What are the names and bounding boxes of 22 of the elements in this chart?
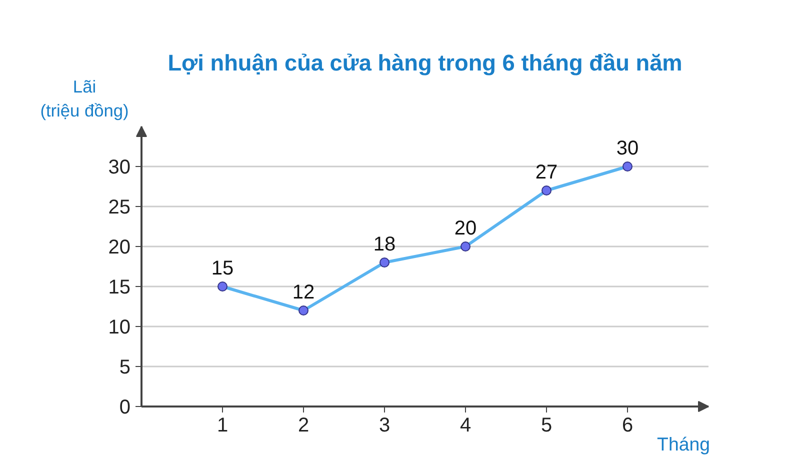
data-label: 20 — [454, 218, 477, 240]
y-tick-label: 5 — [119, 356, 130, 378]
data-label: 27 — [535, 162, 558, 184]
y-tick-label: 15 — [108, 276, 131, 298]
x-tick-label: 5 — [540, 414, 552, 436]
data-label: 18 — [373, 234, 396, 256]
data-label: 30 — [616, 138, 639, 160]
y-tick-label: 30 — [108, 156, 131, 178]
x-tick-label: 3 — [378, 414, 390, 436]
y-tick-label: 0 — [119, 396, 130, 418]
data-label: 12 — [292, 282, 315, 304]
y-axis-title: Lãi (triệu đồng) — [40, 76, 129, 120]
x-tick-label: 1 — [216, 414, 228, 436]
x-tick-label: 2 — [298, 414, 310, 436]
chart-title: Lợi nhuận của cửa hàng trong 6 tháng đầu năm — [168, 50, 682, 76]
x-axis-title: Tháng — [657, 434, 710, 454]
y-tick-label: 10 — [108, 316, 131, 338]
x-tick-label: 4 — [460, 414, 472, 436]
x-tick-label: 6 — [622, 414, 634, 436]
y-tick-label: 20 — [108, 236, 131, 258]
y-tick-label: 25 — [108, 196, 131, 218]
data-label: 15 — [211, 258, 234, 280]
